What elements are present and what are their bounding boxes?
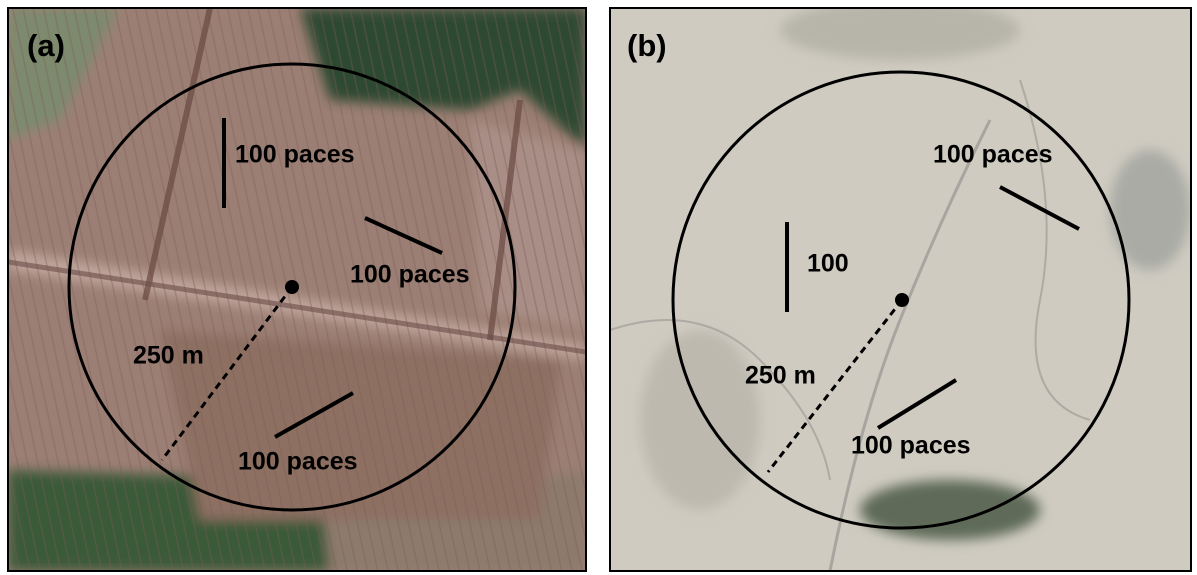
- aerial-image-b: [610, 0, 1191, 571]
- panel-label: (a): [27, 28, 65, 63]
- center-point: [895, 293, 909, 307]
- panel-label: (b): [627, 28, 667, 63]
- center-point: [285, 280, 299, 294]
- annotation: 100 paces: [235, 141, 355, 169]
- annotation: 250 m: [133, 342, 204, 370]
- annotation: 100 paces: [350, 261, 470, 289]
- annotation: 100 paces: [851, 432, 971, 460]
- annotation: 100: [807, 250, 849, 278]
- annotation: 100 paces: [933, 141, 1053, 169]
- figure: (a) 100 paces 100 paces 250 m 100 paces …: [0, 0, 1197, 575]
- annotation: 100 paces: [238, 448, 358, 476]
- annotation: 250 m: [745, 362, 816, 390]
